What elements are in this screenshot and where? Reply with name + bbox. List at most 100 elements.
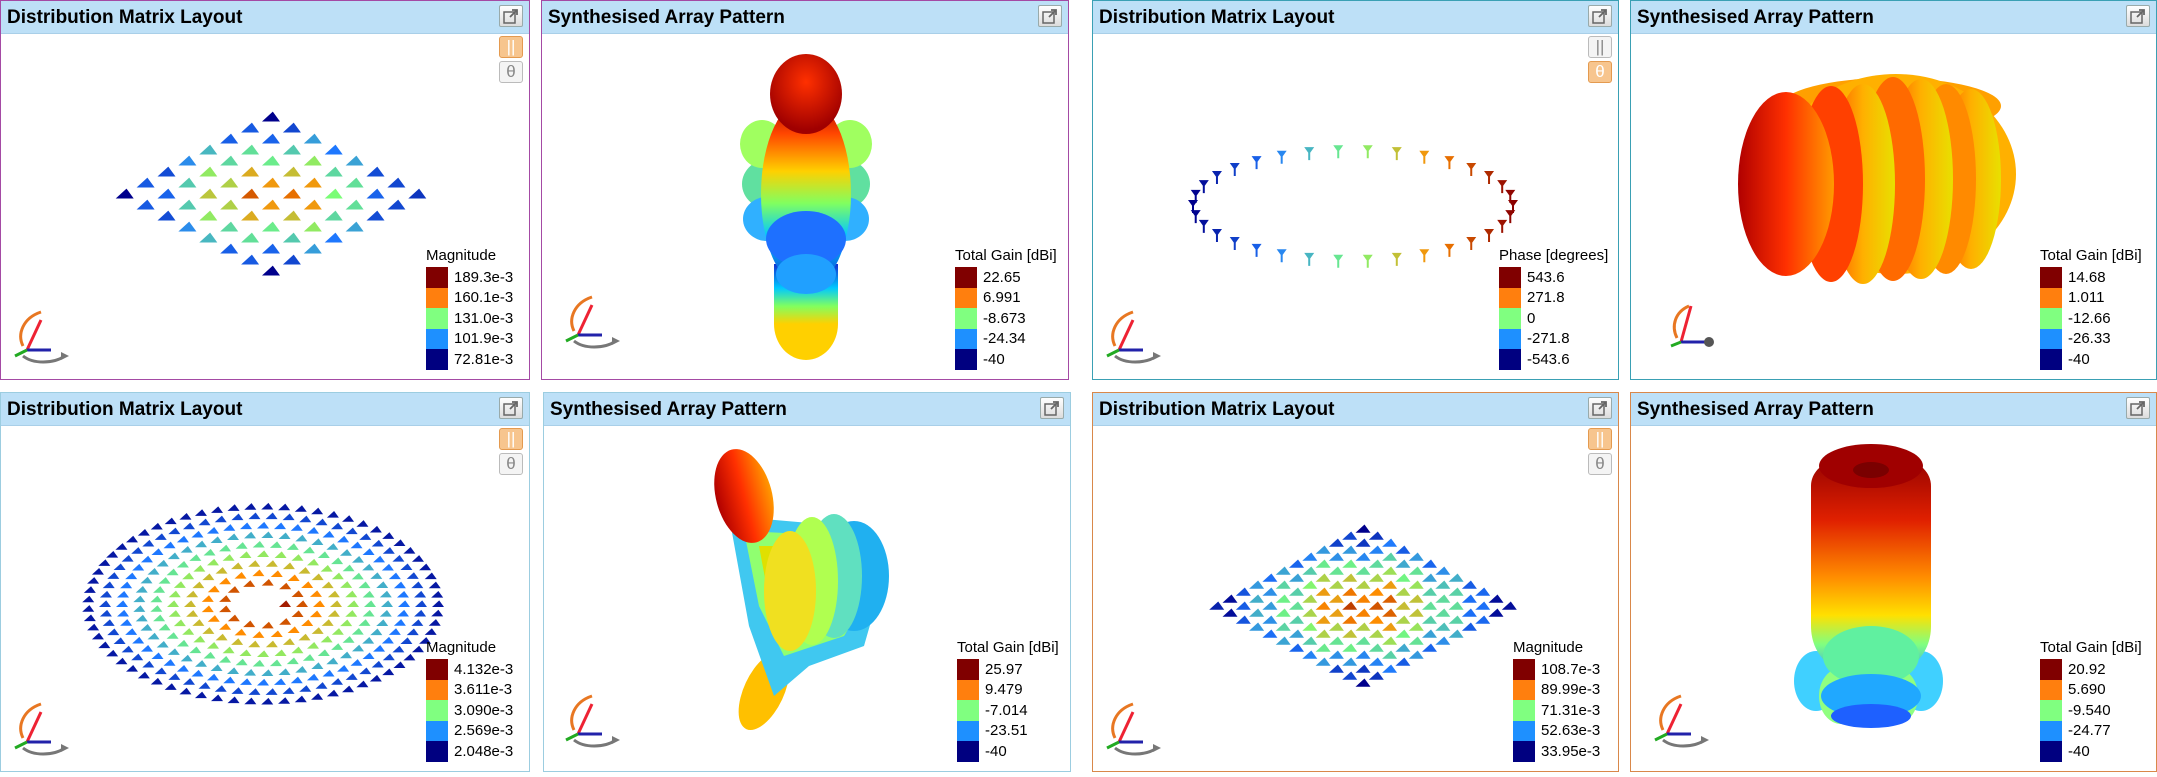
legend-value: -40	[2068, 742, 2090, 760]
popout-button[interactable]	[499, 397, 523, 419]
popout-button[interactable]	[1040, 397, 1064, 419]
theta-toggle-button[interactable]: θ	[1588, 61, 1612, 83]
array-element-marker	[1209, 601, 1225, 610]
array-element-marker	[345, 590, 358, 598]
array-element-marker	[178, 155, 197, 166]
array-element-marker	[1488, 608, 1504, 617]
array-element-marker	[248, 640, 261, 648]
panel-title: Synthesised Array Pattern	[1637, 399, 1874, 420]
popout-button[interactable]	[2126, 5, 2150, 27]
bars-toggle-button[interactable]: ||	[499, 36, 523, 58]
bars-toggle-button[interactable]: ||	[1588, 428, 1612, 450]
array-element-marker	[1355, 636, 1371, 645]
legend-row: 101.9e-3	[426, 328, 514, 349]
array-element-marker	[265, 560, 278, 567]
array-element-marker	[1289, 629, 1304, 638]
array-layout-plot[interactable]	[1, 426, 529, 771]
array-element-marker	[219, 544, 232, 552]
array-element-marker	[396, 590, 409, 598]
bars-toggle-button[interactable]: ||	[1588, 36, 1612, 58]
theta-toggle-button[interactable]: θ	[1588, 453, 1612, 475]
legend-row: 2.569e-3	[426, 720, 513, 741]
legend-value: -12.66	[2068, 309, 2111, 327]
array-layout-plot[interactable]	[1093, 34, 1618, 379]
array-element-marker	[207, 615, 220, 622]
array-element-marker	[133, 595, 146, 603]
panel-titlebar: Distribution Matrix Layout	[1093, 1, 1618, 34]
array-element-marker	[265, 688, 278, 695]
array-element-marker	[113, 563, 126, 571]
array-element-marker	[1289, 601, 1304, 610]
array-element-marker	[1190, 210, 1201, 224]
array-element-marker	[1249, 608, 1265, 617]
popout-button[interactable]	[2126, 397, 2150, 419]
array-element-marker	[359, 533, 372, 540]
array-element-marker	[1395, 545, 1411, 554]
array-element-marker	[1422, 573, 1437, 582]
array-element-marker	[220, 221, 239, 232]
legend-swatch	[426, 700, 448, 721]
legend-swatch	[1499, 308, 1521, 329]
array-element-marker	[337, 535, 350, 543]
array-element-marker	[1422, 629, 1437, 638]
radiation-pattern-3d[interactable]	[544, 426, 1070, 771]
array-element-marker	[1302, 636, 1318, 645]
array-element-marker	[307, 641, 320, 649]
array-element-marker	[210, 536, 223, 544]
theta-toggle-button[interactable]: θ	[499, 61, 523, 83]
array-element-marker	[199, 210, 218, 221]
array-element-marker	[1328, 650, 1344, 659]
color-legend: Total Gain [dBi] 14.68 1.011 -12.66 -26.…	[2040, 247, 2142, 370]
array-element-marker	[376, 581, 389, 588]
legend-title: Magnitude	[426, 247, 497, 264]
panel-title: Distribution Matrix Layout	[1099, 399, 1335, 420]
pattern-shape	[1794, 444, 1943, 728]
popout-button[interactable]	[499, 5, 523, 27]
popout-icon	[1042, 9, 1057, 24]
popout-button[interactable]	[1038, 5, 1062, 27]
popout-button[interactable]	[1588, 5, 1612, 27]
radiation-pattern-3d[interactable]	[542, 34, 1068, 379]
legend-swatch	[1499, 287, 1521, 308]
array-layout-plot[interactable]	[1, 34, 529, 379]
legend-row: 3.090e-3	[426, 700, 513, 721]
array-element-marker	[257, 550, 269, 557]
legend-value: 101.9e-3	[454, 330, 514, 348]
array-element-marker	[1382, 594, 1398, 603]
axis-triad-icon	[14, 702, 69, 756]
legend-swatch	[426, 328, 448, 349]
array-element-marker	[302, 546, 315, 554]
array-element-marker	[1408, 636, 1424, 645]
legend-value: 4.132e-3	[454, 660, 514, 678]
array-layout-plot[interactable]	[1093, 426, 1618, 771]
radiation-pattern-3d[interactable]	[1631, 426, 2156, 771]
popout-button[interactable]	[1588, 397, 1612, 419]
theta-toggle-button[interactable]: θ	[499, 453, 523, 475]
legend-row: -7.014	[957, 700, 1059, 721]
legend-value: 131.0e-3	[454, 309, 514, 327]
axis-triad-icon	[14, 310, 69, 364]
array-element-marker	[1448, 587, 1464, 596]
axis-triad-icon	[565, 694, 620, 748]
array-element-marker	[431, 609, 444, 617]
radiation-pattern-3d[interactable]	[1631, 34, 2156, 379]
panel-titlebar: Distribution Matrix Layout	[1093, 393, 1618, 426]
array-element-marker	[324, 166, 343, 177]
array-element-marker	[278, 668, 291, 675]
legend-value: 543.6	[1527, 268, 1565, 286]
array-element-marker	[1289, 615, 1304, 624]
popout-icon	[1592, 9, 1607, 24]
color-legend: Magnitude 4.132e-3 3.611e-3 3.090e-3 2.5…	[426, 639, 513, 762]
array-element-marker	[1368, 601, 1384, 610]
array-element-marker	[223, 676, 236, 684]
bars-toggle-button[interactable]: ||	[499, 428, 523, 450]
array-element-marker	[1368, 531, 1384, 540]
array-element-marker	[1342, 615, 1358, 624]
legend-value: 160.1e-3	[454, 289, 514, 307]
array-element-marker	[248, 688, 261, 695]
array-element-marker	[1419, 249, 1430, 263]
axis-triad-icon	[1106, 310, 1161, 364]
array-element-marker	[1382, 538, 1398, 547]
legend-row: -24.77	[2040, 720, 2142, 741]
array-element-marker	[135, 614, 148, 622]
